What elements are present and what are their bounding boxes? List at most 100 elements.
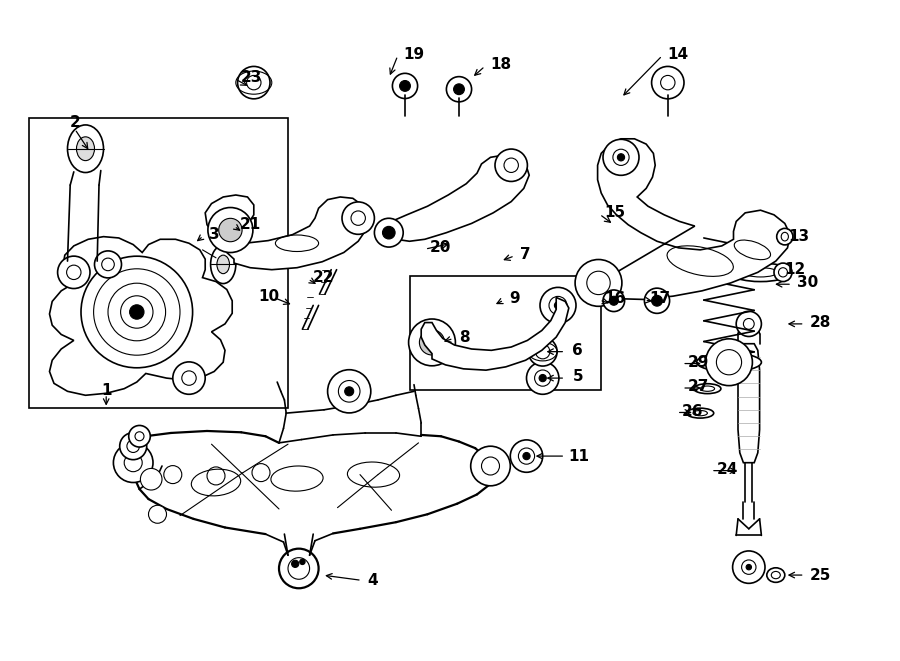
Text: 26: 26 <box>682 404 704 418</box>
Ellipse shape <box>711 358 747 367</box>
Ellipse shape <box>743 268 778 277</box>
Ellipse shape <box>767 568 785 582</box>
Text: 13: 13 <box>788 229 809 244</box>
Text: 6: 6 <box>572 343 583 358</box>
Circle shape <box>135 432 144 441</box>
Ellipse shape <box>781 233 788 241</box>
Text: 1: 1 <box>101 383 112 398</box>
Ellipse shape <box>76 137 94 161</box>
Circle shape <box>446 77 472 102</box>
Text: 19: 19 <box>403 47 424 61</box>
Circle shape <box>140 469 162 490</box>
Ellipse shape <box>211 245 236 284</box>
Text: 25: 25 <box>810 568 832 582</box>
Ellipse shape <box>68 125 104 173</box>
Text: 23: 23 <box>241 71 263 85</box>
Circle shape <box>342 202 374 235</box>
Text: 3: 3 <box>209 227 220 242</box>
Ellipse shape <box>693 410 707 416</box>
Circle shape <box>164 465 182 484</box>
Circle shape <box>127 440 140 453</box>
Circle shape <box>219 218 242 242</box>
Text: 30: 30 <box>797 276 819 290</box>
Circle shape <box>94 251 122 278</box>
Circle shape <box>603 139 639 175</box>
Circle shape <box>652 295 662 306</box>
Circle shape <box>603 290 625 311</box>
Circle shape <box>102 258 114 271</box>
Text: 16: 16 <box>605 292 626 306</box>
Ellipse shape <box>774 263 792 282</box>
Text: 7: 7 <box>520 247 531 262</box>
Circle shape <box>652 66 684 99</box>
Text: 20: 20 <box>430 241 452 255</box>
Ellipse shape <box>778 268 788 277</box>
Text: 28: 28 <box>810 315 832 330</box>
Text: 14: 14 <box>668 47 688 61</box>
Ellipse shape <box>700 386 715 391</box>
Text: 11: 11 <box>569 449 590 463</box>
Circle shape <box>536 344 550 359</box>
Circle shape <box>454 84 464 95</box>
Text: 15: 15 <box>605 206 626 220</box>
Text: 17: 17 <box>650 292 670 306</box>
Text: 2: 2 <box>69 115 80 130</box>
Text: 24: 24 <box>716 462 738 477</box>
Circle shape <box>130 305 144 319</box>
Circle shape <box>148 505 166 524</box>
Text: 12: 12 <box>785 262 806 277</box>
Circle shape <box>419 330 445 355</box>
Circle shape <box>471 446 510 486</box>
Circle shape <box>733 551 765 584</box>
Bar <box>29 118 288 408</box>
Circle shape <box>746 564 751 570</box>
Bar <box>410 276 601 390</box>
Circle shape <box>392 73 418 98</box>
Text: 9: 9 <box>509 292 520 306</box>
Text: 27: 27 <box>688 379 709 394</box>
Circle shape <box>108 283 166 341</box>
Circle shape <box>173 362 205 395</box>
Circle shape <box>706 339 752 385</box>
Circle shape <box>716 350 742 375</box>
Text: 8: 8 <box>459 330 470 344</box>
Polygon shape <box>592 139 790 299</box>
Circle shape <box>328 369 371 413</box>
Circle shape <box>300 559 305 564</box>
Text: 4: 4 <box>367 573 378 588</box>
Circle shape <box>409 319 455 366</box>
Circle shape <box>81 256 193 368</box>
Circle shape <box>661 75 675 90</box>
Circle shape <box>279 549 319 588</box>
Circle shape <box>518 448 535 464</box>
Circle shape <box>345 387 354 396</box>
Circle shape <box>338 381 360 402</box>
Circle shape <box>736 311 761 336</box>
Circle shape <box>742 560 756 574</box>
Circle shape <box>113 443 153 483</box>
Circle shape <box>528 337 557 366</box>
Polygon shape <box>738 344 760 463</box>
Circle shape <box>575 260 622 306</box>
Circle shape <box>252 463 270 482</box>
Circle shape <box>400 81 410 91</box>
Circle shape <box>292 561 299 567</box>
Circle shape <box>120 433 147 459</box>
Circle shape <box>374 218 403 247</box>
Text: 21: 21 <box>239 217 261 232</box>
Polygon shape <box>421 297 569 370</box>
Circle shape <box>351 211 365 225</box>
Circle shape <box>609 296 618 305</box>
Polygon shape <box>376 155 529 241</box>
Circle shape <box>207 467 225 485</box>
Ellipse shape <box>777 228 793 245</box>
Ellipse shape <box>694 383 721 393</box>
Text: 29: 29 <box>688 355 709 369</box>
Ellipse shape <box>217 255 230 274</box>
Circle shape <box>540 288 576 323</box>
Circle shape <box>504 158 518 173</box>
Circle shape <box>238 66 270 99</box>
Ellipse shape <box>687 408 714 418</box>
Circle shape <box>523 453 530 459</box>
Circle shape <box>510 440 543 473</box>
